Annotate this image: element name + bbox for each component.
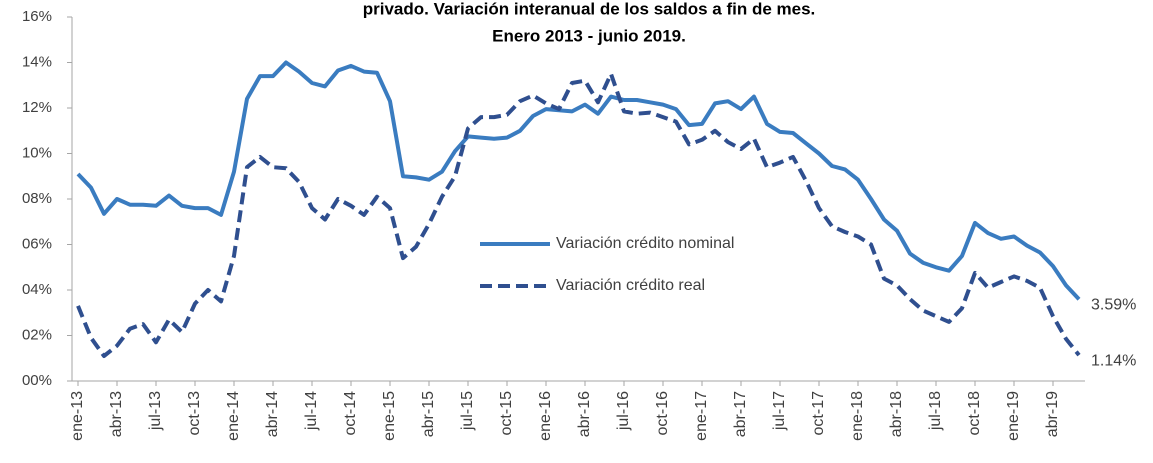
x-tick-label: abr-13 xyxy=(108,391,125,437)
data-label: 3.59% xyxy=(1091,297,1136,314)
x-tick-label: oct-15 xyxy=(498,391,515,436)
x-tick-label: abr-14 xyxy=(264,391,281,437)
x-tick-label: jul-16 xyxy=(615,391,632,431)
x-tick-label: abr-17 xyxy=(732,391,749,437)
y-tick-label: 08% xyxy=(22,190,52,207)
x-tick-label: abr-15 xyxy=(420,391,437,437)
series-line xyxy=(76,60,1081,301)
x-tick-label: ene-15 xyxy=(381,391,398,441)
x-tick-label: ene-16 xyxy=(537,391,554,441)
x-tick-label: oct-14 xyxy=(342,391,359,436)
x-tick-label: jul-15 xyxy=(459,391,476,431)
series-line xyxy=(76,71,1081,358)
y-tick-label: 04% xyxy=(22,281,52,298)
y-tick-label: 16% xyxy=(22,8,52,25)
y-tick-label: 06% xyxy=(22,235,52,252)
x-tick-label: oct-18 xyxy=(966,391,983,436)
x-tick-label: ene-19 xyxy=(1005,391,1022,441)
x-tick-label: ene-13 xyxy=(69,391,86,441)
x-tick-label: jul-13 xyxy=(147,391,164,431)
x-tick-label: oct-16 xyxy=(654,391,671,436)
x-tick-label: abr-16 xyxy=(576,391,593,437)
x-tick-label: jul-17 xyxy=(771,391,788,431)
x-tick-label: oct-13 xyxy=(186,391,203,436)
legend-label: Variación crédito nominal xyxy=(556,235,734,252)
chart-title: privado. Variación interanual de los sal… xyxy=(363,0,816,18)
x-tick-label: ene-17 xyxy=(693,391,710,441)
y-tick-label: 10% xyxy=(22,144,52,161)
data-label: 1.14% xyxy=(1091,352,1136,369)
x-tick-label: abr-18 xyxy=(888,391,905,437)
x-tick-label: abr-19 xyxy=(1044,391,1061,437)
chart-title: Enero 2013 - junio 2019. xyxy=(492,26,686,45)
legend-label: Variación crédito real xyxy=(556,277,705,294)
y-tick-label: 00% xyxy=(22,372,52,389)
x-tick-label: oct-17 xyxy=(810,391,827,436)
x-tick-label: jul-14 xyxy=(303,391,320,431)
y-tick-label: 02% xyxy=(22,326,52,343)
y-tick-label: 14% xyxy=(22,53,52,70)
x-tick-label: ene-14 xyxy=(225,391,242,441)
x-tick-label: jul-18 xyxy=(927,391,944,431)
y-tick-label: 12% xyxy=(22,99,52,116)
x-tick-label: ene-18 xyxy=(849,391,866,441)
